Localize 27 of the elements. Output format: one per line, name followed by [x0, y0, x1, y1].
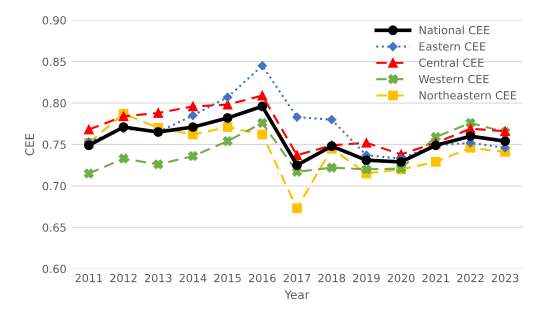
x-tick-label: 2018	[318, 274, 346, 282]
x-tick-label: 2021	[422, 274, 449, 282]
y-tick-label: 0.85	[42, 58, 66, 66]
legend-label: National CEE	[420, 26, 490, 34]
y-tick-label: 0.75	[42, 140, 66, 149]
x-tick-label: 2017	[284, 274, 310, 282]
x-tick-label: 2020	[388, 274, 414, 282]
legend-label: Western CEE	[418, 74, 489, 84]
x-tick-label: 2023	[492, 274, 518, 282]
legend-label: Northeastern CEE	[420, 90, 516, 100]
x-tick-label: 2019	[353, 274, 380, 282]
x-tick-label: 2014	[180, 274, 206, 282]
x-tick-label: 2015	[214, 274, 241, 282]
legend-label: Central CEE	[419, 58, 484, 67]
legend-label: Eastern CEE	[420, 42, 486, 51]
x-tick-label: 2011	[76, 274, 102, 282]
x-tick-label: 2012	[110, 274, 137, 282]
y-tick-label: 0.60	[42, 264, 66, 274]
x-tick-label: 2013	[144, 274, 172, 282]
x-tick-label: 2016	[248, 274, 276, 282]
y-tick-label: 0.90	[42, 16, 66, 25]
y-tick-label: 0.65	[42, 223, 66, 232]
x-axis-title: Year	[284, 290, 310, 300]
y-tick-label: 0.80	[42, 99, 66, 108]
y-axis-title: CEE	[25, 134, 34, 156]
x-tick-label: 2022	[457, 274, 484, 282]
y-tick-label: 0.70	[42, 182, 66, 190]
